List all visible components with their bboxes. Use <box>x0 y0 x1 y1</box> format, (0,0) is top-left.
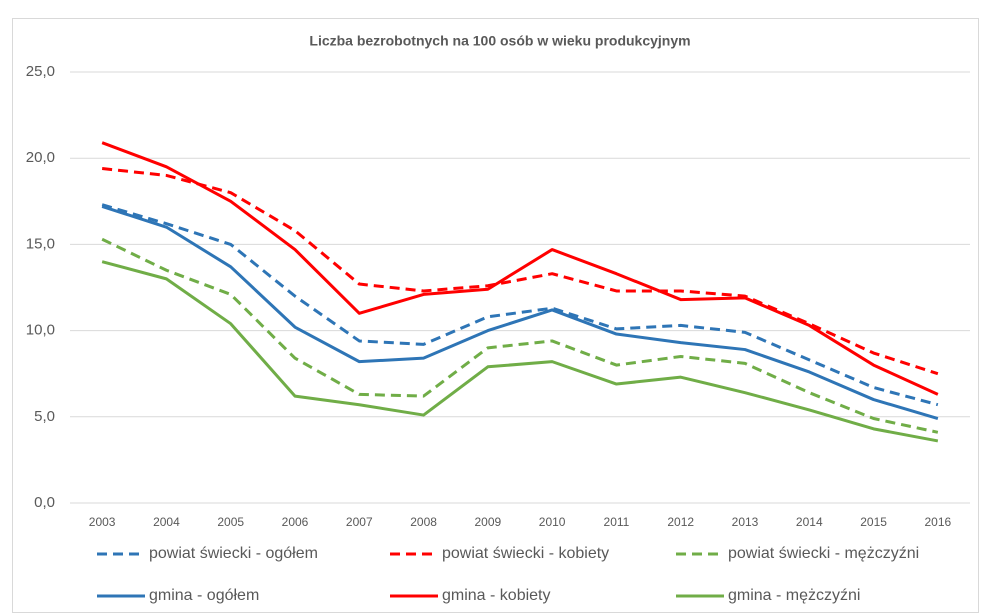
x-tick-label: 2014 <box>796 515 823 529</box>
series-line <box>101 167 939 376</box>
x-tick-label: 2006 <box>282 515 309 529</box>
series-line <box>101 203 939 407</box>
y-tick-label: 15,0 <box>26 235 55 252</box>
y-tick-label: 20,0 <box>26 149 55 166</box>
legend-label: powiat świecki - ogółem <box>149 545 318 562</box>
x-tick-label: 2003 <box>89 515 116 529</box>
x-tick-label: 2016 <box>925 515 952 529</box>
x-tick-label: 2004 <box>153 515 180 529</box>
series-line <box>101 141 939 396</box>
y-tick-label: 25,0 <box>26 63 55 80</box>
legend-label: powiat świecki - kobiety <box>442 545 609 562</box>
x-tick-label: 2009 <box>475 515 502 529</box>
x-tick-label: 2007 <box>346 515 373 529</box>
legend-label: gmina - ogółem <box>149 587 259 604</box>
y-tick-label: 5,0 <box>34 408 55 425</box>
y-tick-label: 10,0 <box>26 322 55 339</box>
legend-label: powiat świecki - mężczyźni <box>728 545 919 562</box>
x-tick-label: 2011 <box>604 515 630 529</box>
series-line <box>101 237 939 434</box>
x-tick-label: 2008 <box>410 515 437 529</box>
legend-label: gmina - mężczyźni <box>728 587 860 604</box>
x-tick-label: 2010 <box>539 515 566 529</box>
legend-label: gmina - kobiety <box>442 587 551 604</box>
y-tick-label: 0,0 <box>34 494 55 511</box>
x-tick-label: 2005 <box>217 515 244 529</box>
series-line <box>101 205 939 420</box>
x-tick-label: 2012 <box>667 515 694 529</box>
x-tick-label: 2013 <box>732 515 759 529</box>
chart-title: Liczba bezrobotnych na 100 osób w wieku … <box>309 33 690 49</box>
x-tick-label: 2015 <box>860 515 887 529</box>
series-line <box>101 260 939 443</box>
